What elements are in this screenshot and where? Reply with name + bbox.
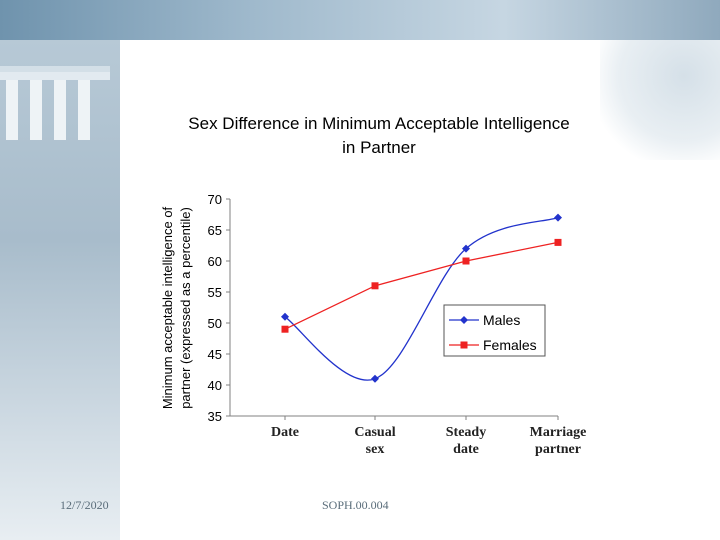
chart-title-line1: Sex Difference in Minimum Acceptable Int… <box>188 114 569 133</box>
x-tick-label: Casual sex <box>354 425 395 457</box>
y-tick-label: 65 <box>208 223 222 238</box>
females-data-point <box>462 257 470 265</box>
x-tick-label: Marriage partner <box>530 425 587 457</box>
females-series-line <box>284 241 559 330</box>
males-series-line <box>284 216 559 381</box>
y-tick-label: 55 <box>208 285 222 300</box>
females-data-point <box>554 238 562 246</box>
y-tick-label: 35 <box>208 409 222 424</box>
legend-females-label: Females <box>483 337 537 353</box>
males-data-point <box>462 244 470 253</box>
y-tick-label: 40 <box>208 378 222 393</box>
x-tick-label: Date <box>271 425 299 440</box>
y-tick-label: 70 <box>208 192 222 207</box>
y-axis-label-line2: partner (expressed as a percentile) <box>178 207 193 409</box>
footer-course-code: SOPH.00.004 <box>322 498 389 512</box>
legend-males-label: Males <box>483 312 520 328</box>
y-axis-label-line1: Minimum acceptable intelligence of <box>160 206 175 409</box>
building-columns-image <box>0 66 110 140</box>
males-data-point <box>281 312 289 321</box>
footer-date: 12/7/2020 <box>60 498 109 512</box>
legend-females-marker <box>460 341 468 349</box>
x-tick-label: Steady date <box>446 425 486 457</box>
header-banner <box>0 0 720 40</box>
males-data-point <box>554 213 562 222</box>
y-tick-label: 45 <box>208 347 222 362</box>
females-data-point <box>371 282 379 290</box>
y-tick-label: 50 <box>208 316 222 331</box>
females-data-point <box>281 325 289 333</box>
males-data-point <box>371 374 379 383</box>
y-tick-label: 60 <box>208 254 222 269</box>
legend-males-marker <box>460 316 468 324</box>
chart-title-line2: in Partner <box>342 138 416 157</box>
background-right-ornament <box>600 40 720 160</box>
